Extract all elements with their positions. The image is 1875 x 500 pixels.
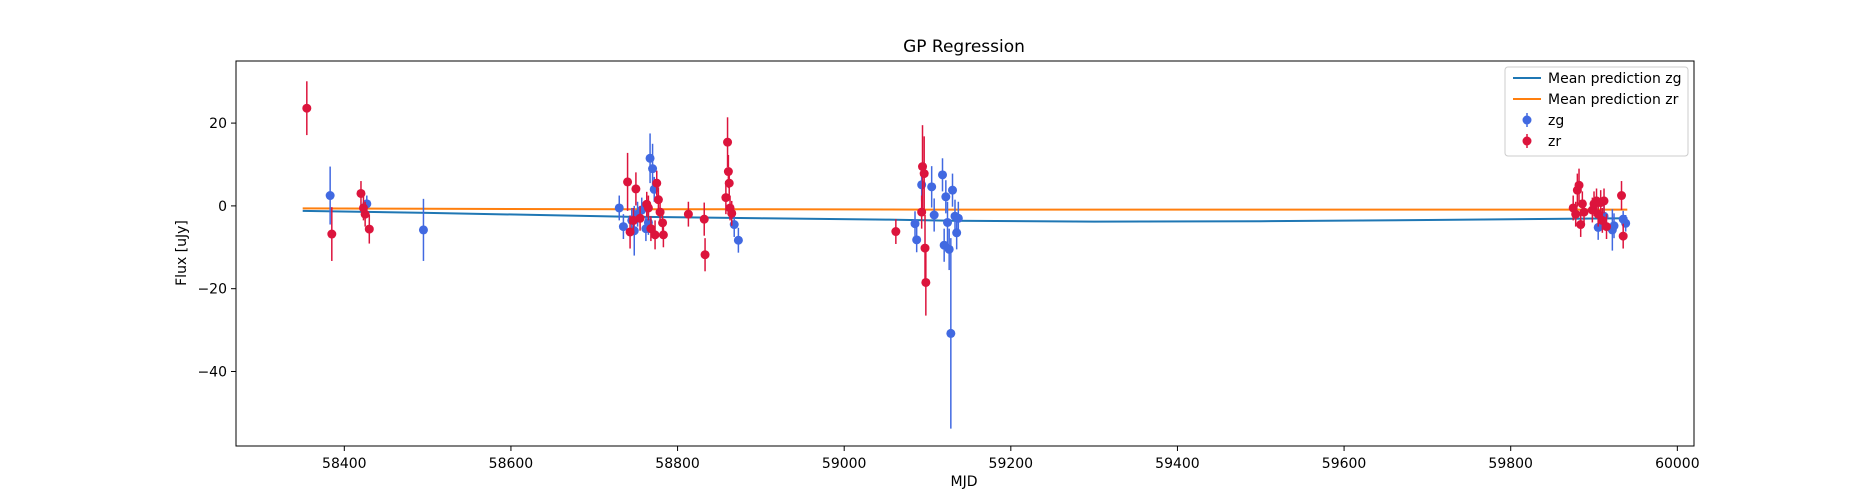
x-tick-label: 59400 <box>1155 456 1200 472</box>
data-point <box>910 219 920 229</box>
data-point <box>927 182 937 192</box>
mean-prediction-lines <box>302 207 1628 223</box>
x-axis-label: MJD <box>951 474 978 490</box>
plot-area: 58400 58600 58800 59000 59200 59400 59600 59800… <box>197 60 1700 472</box>
data-point <box>944 244 954 254</box>
data-point <box>943 217 953 227</box>
legend-marker-zg <box>1522 115 1532 125</box>
data-point <box>618 222 628 232</box>
y-tick-label: −40 <box>197 364 227 380</box>
legend-box <box>1504 66 1689 157</box>
legend-label-zg: zg <box>1548 113 1564 129</box>
y-tick-label: 20 <box>209 116 227 132</box>
mean-prediction-line <box>302 209 1628 223</box>
data-point <box>1617 191 1627 201</box>
data-point <box>658 218 668 228</box>
data-points <box>302 81 1631 429</box>
data-point <box>648 164 658 174</box>
data-point <box>652 178 662 188</box>
series-zr <box>302 81 1628 316</box>
data-point <box>733 235 743 245</box>
legend-label-zg-mean: Mean prediction zg <box>1548 71 1682 87</box>
data-point <box>1571 209 1581 219</box>
data-point <box>699 214 709 224</box>
x-tick-label: 59800 <box>1488 456 1533 472</box>
mean-prediction-line <box>302 207 1628 211</box>
data-point <box>721 193 731 203</box>
data-point <box>1609 221 1619 231</box>
data-point <box>941 192 951 202</box>
data-point <box>325 191 335 201</box>
data-point <box>920 243 930 253</box>
data-point <box>724 178 734 188</box>
data-point <box>327 229 337 239</box>
data-point <box>912 235 922 245</box>
data-point <box>891 227 901 237</box>
data-point <box>1593 222 1603 232</box>
data-point <box>364 224 374 234</box>
data-point <box>1579 207 1589 217</box>
axes-frame <box>235 60 1695 447</box>
data-point <box>614 203 624 213</box>
x-tick-label: 59600 <box>1322 456 1367 472</box>
data-point <box>723 137 733 147</box>
data-point <box>1577 199 1587 209</box>
data-point <box>360 209 370 219</box>
data-point <box>1576 220 1586 230</box>
data-point <box>946 328 956 338</box>
data-point <box>1599 196 1609 206</box>
data-point <box>1602 222 1612 232</box>
data-point <box>953 213 963 223</box>
x-tick-label: 58400 <box>322 456 367 472</box>
y-axis-label: Flux [uJy] <box>174 220 190 286</box>
data-point <box>1618 231 1628 241</box>
x-tick-label: 60000 <box>1655 456 1700 472</box>
data-point <box>625 227 635 237</box>
y-axis: −40 −20 0 20 <box>197 116 236 380</box>
data-point <box>302 103 312 113</box>
x-tick-label: 59200 <box>989 456 1034 472</box>
data-point <box>1574 180 1584 190</box>
data-point <box>643 203 653 213</box>
x-axis: 58400 58600 58800 59000 59200 59400 59600 59800… <box>322 446 1700 472</box>
data-point <box>658 230 668 240</box>
data-point <box>631 184 641 194</box>
chart-title: GP Regression <box>903 37 1025 57</box>
data-point <box>623 177 633 187</box>
data-point <box>952 228 962 238</box>
data-point <box>723 167 733 177</box>
data-point <box>948 185 958 195</box>
data-point <box>929 210 939 220</box>
data-point <box>418 225 428 235</box>
legend-marker-zr <box>1522 136 1532 146</box>
data-point <box>921 277 931 287</box>
x-tick-label: 59000 <box>822 456 867 472</box>
data-point <box>683 209 693 219</box>
data-point <box>938 170 948 180</box>
data-point <box>727 208 737 218</box>
data-point <box>635 213 645 223</box>
x-tick-label: 58600 <box>489 456 534 472</box>
data-point <box>653 195 663 205</box>
data-point <box>700 250 710 260</box>
data-point <box>919 169 929 179</box>
legend-label-zr-mean: Mean prediction zr <box>1548 92 1679 108</box>
y-tick-label: −20 <box>197 282 227 298</box>
legend-label-zr: zr <box>1548 134 1561 150</box>
x-tick-label: 58800 <box>655 456 700 472</box>
data-point <box>650 230 660 240</box>
legend: Mean prediction zg Mean prediction zr zg… <box>1504 66 1689 157</box>
y-tick-label: 0 <box>218 199 227 215</box>
